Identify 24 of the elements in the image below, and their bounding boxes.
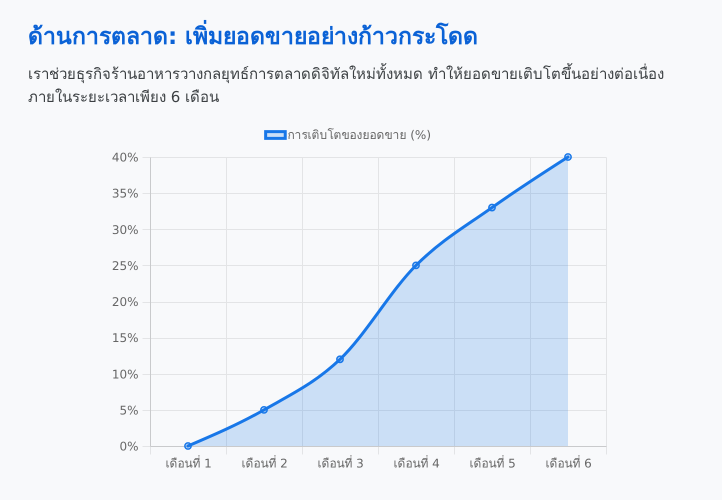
- point: [564, 153, 572, 161]
- legend-label: การเติบโตของยอดขาย (%): [287, 128, 432, 142]
- chart-subtitle: เราช่วยธุรกิจร้านอาหารวางกลยุทธ์การตลาดดิจิทัลใหม่ทั้งหมด ทำให้ยอดขายเติบโตขึ้นอย่างต่อเนื่อง ภายในระยะเวลาเพียง 6 เดือน: [28, 63, 664, 106]
- x-tick-label: เดือนที่ 6: [545, 454, 592, 470]
- x-tick-label: เดือนที่ 1: [165, 454, 212, 470]
- y-tick-label: 0%: [119, 440, 138, 454]
- y-tick-label: 40%: [112, 150, 138, 164]
- point: [412, 261, 420, 270]
- x-tick-label: เดือนที่ 5: [469, 454, 516, 470]
- y-tick-label: 35%: [112, 186, 138, 201]
- chart-title: ด้านการตลาด: เพิ่มยอดขายอย่างก้าวกระโดด: [28, 19, 478, 50]
- y-tick-label: 30%: [112, 222, 138, 237]
- y-tick-label: 10%: [112, 367, 138, 382]
- point: [488, 204, 496, 212]
- y-tick-label: 25%: [112, 258, 138, 273]
- x-tick-label: เดือนที่ 3: [317, 454, 364, 470]
- x-tick-label: เดือนที่ 4: [393, 454, 440, 470]
- point: [184, 442, 192, 450]
- point: [260, 406, 268, 414]
- point: [336, 355, 344, 364]
- y-tick-label: 15%: [112, 331, 138, 346]
- x-tick-label: เดือนที่ 2: [241, 454, 288, 470]
- y-tick-label: 5%: [119, 403, 138, 418]
- y-tick-label: 20%: [112, 295, 138, 309]
